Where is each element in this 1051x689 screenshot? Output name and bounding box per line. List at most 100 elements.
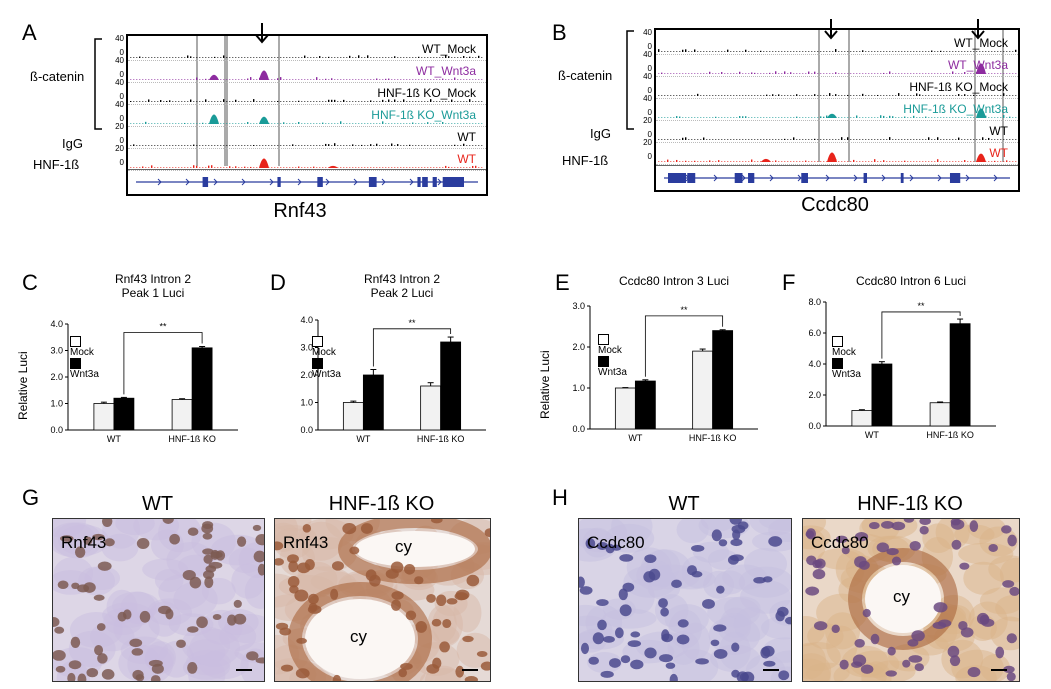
signal-noise bbox=[448, 123, 450, 124]
signal-noise bbox=[358, 101, 360, 102]
signal-noise bbox=[319, 167, 321, 168]
cyst-label: cy bbox=[350, 627, 367, 646]
signal-noise bbox=[997, 51, 999, 52]
signal-noise bbox=[235, 99, 237, 102]
signal-noise bbox=[391, 123, 393, 124]
track-row: HNF-1ß KO_Mock bbox=[656, 76, 1018, 99]
signal-noise bbox=[274, 123, 276, 124]
signal-noise bbox=[301, 123, 303, 124]
signal-noise bbox=[298, 145, 300, 146]
signal-noise bbox=[346, 101, 348, 102]
legend-label: Mock bbox=[70, 347, 94, 359]
nucleus bbox=[342, 523, 357, 535]
signal-noise bbox=[928, 51, 930, 52]
signal-noise bbox=[775, 95, 777, 96]
signal-noise bbox=[283, 122, 285, 124]
nucleus bbox=[196, 616, 208, 629]
signal-noise bbox=[940, 50, 942, 52]
nucleus bbox=[950, 519, 965, 530]
nucleus bbox=[442, 618, 452, 629]
nucleus bbox=[831, 624, 840, 634]
hnf-label-a: HNF-1ß bbox=[33, 157, 80, 172]
signal-noise bbox=[829, 93, 831, 96]
signal-noise bbox=[688, 161, 690, 162]
signal-noise bbox=[745, 161, 747, 162]
signal-noise bbox=[244, 123, 246, 124]
signal-noise bbox=[895, 51, 897, 52]
signal-noise bbox=[265, 57, 267, 58]
nucleus bbox=[275, 541, 284, 551]
tissue-image bbox=[803, 519, 1019, 681]
cytoplasm bbox=[147, 601, 182, 637]
signal-noise bbox=[814, 117, 816, 118]
nucleus bbox=[620, 655, 631, 664]
signal-noise bbox=[133, 144, 135, 146]
signal-noise bbox=[355, 145, 357, 146]
signal-track bbox=[130, 70, 483, 80]
signal-noise bbox=[238, 57, 240, 58]
signal-noise bbox=[445, 123, 447, 124]
signal-noise bbox=[298, 166, 300, 168]
signal-noise bbox=[268, 145, 270, 146]
signal-noise bbox=[460, 79, 462, 80]
signal-noise bbox=[928, 95, 930, 96]
signal-noise bbox=[205, 123, 207, 124]
signal-noise bbox=[961, 117, 963, 118]
nucleus bbox=[937, 619, 952, 627]
legend-label: Wnt3a bbox=[70, 369, 99, 381]
signal-noise bbox=[685, 73, 687, 74]
signal-noise bbox=[151, 145, 153, 146]
signal-noise bbox=[148, 123, 150, 124]
signal-noise bbox=[733, 161, 735, 162]
signal-noise bbox=[172, 101, 174, 102]
signal-noise bbox=[871, 139, 873, 140]
signal-noise bbox=[943, 73, 945, 74]
nucleus bbox=[658, 598, 668, 609]
signal-noise bbox=[775, 117, 777, 118]
signal-noise bbox=[421, 123, 423, 124]
signal-noise bbox=[184, 167, 186, 168]
signal-noise bbox=[925, 139, 927, 140]
bar-mock bbox=[342, 402, 364, 431]
signal-noise bbox=[808, 71, 810, 74]
signal-noise bbox=[766, 51, 768, 52]
signal-noise bbox=[430, 79, 432, 80]
signal-noise bbox=[244, 101, 246, 102]
signal-noise bbox=[835, 49, 837, 52]
signal-noise bbox=[688, 117, 690, 118]
signal-noise bbox=[136, 57, 138, 58]
signal-noise bbox=[934, 95, 936, 96]
genome-browser-b: WT_Mock WT_Wnt3a HNF-1ß KO_Mock HNF-1ß KO_W… bbox=[654, 28, 1020, 192]
signal-noise bbox=[658, 49, 660, 52]
strand-arrow bbox=[241, 178, 246, 186]
track-name: WT_Mock bbox=[422, 42, 476, 56]
cytoplasm bbox=[53, 519, 87, 538]
signal-noise bbox=[763, 117, 765, 118]
signal-noise bbox=[271, 101, 273, 102]
signal-noise bbox=[952, 95, 954, 96]
signal-noise bbox=[226, 123, 228, 124]
nucleus bbox=[852, 654, 867, 667]
signal-noise bbox=[727, 49, 729, 52]
exon bbox=[442, 177, 450, 187]
bar-wnt3a bbox=[871, 363, 893, 427]
nucleus bbox=[933, 602, 948, 613]
nucleus bbox=[294, 589, 309, 602]
signal-noise bbox=[403, 145, 405, 146]
signal-noise bbox=[199, 79, 201, 80]
signal-noise bbox=[742, 95, 744, 96]
signal-noise bbox=[244, 145, 246, 146]
track-scale-bottom: 0 bbox=[647, 86, 652, 95]
signal-noise bbox=[241, 145, 243, 146]
signal-noise bbox=[805, 117, 807, 118]
signal-noise bbox=[418, 145, 420, 146]
nucleus bbox=[135, 674, 145, 681]
bar-mock bbox=[692, 350, 714, 430]
signal-noise bbox=[427, 145, 429, 146]
signal-noise bbox=[337, 145, 339, 146]
signal-noise bbox=[961, 139, 963, 140]
signal-noise bbox=[427, 79, 429, 80]
signal-noise bbox=[151, 165, 153, 168]
signal-noise bbox=[859, 73, 861, 74]
signal-noise bbox=[445, 145, 447, 146]
